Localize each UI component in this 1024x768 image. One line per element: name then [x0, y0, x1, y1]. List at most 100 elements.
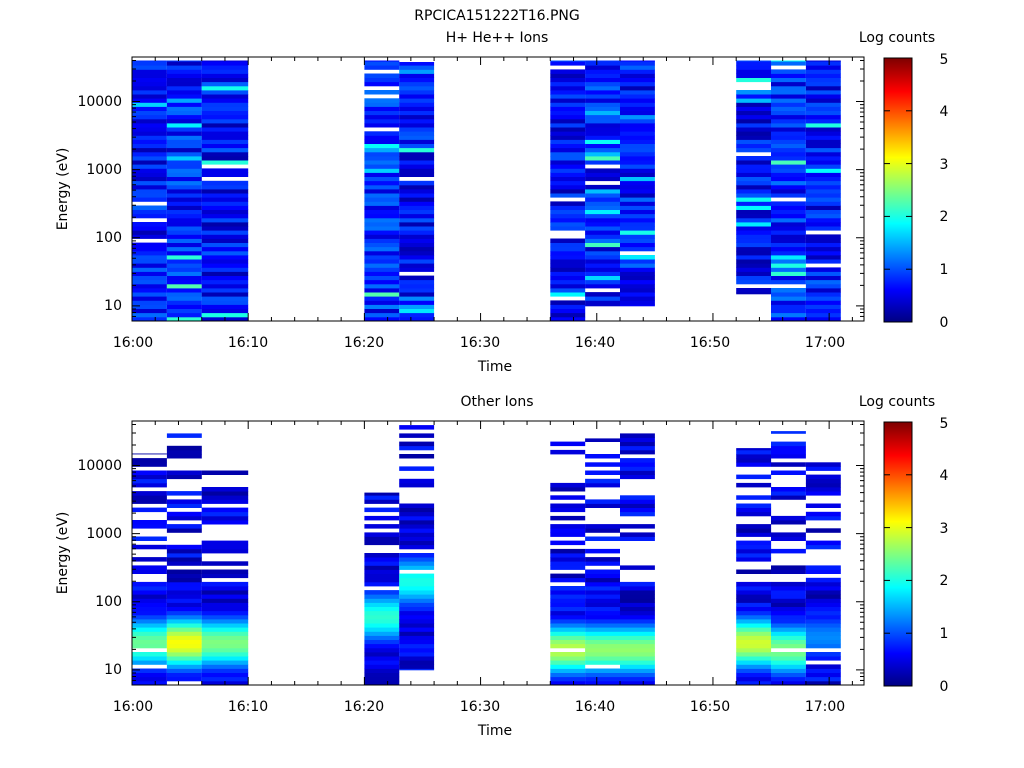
panel-h-he-ions: H+ He++ Ions Energy (eV) Time Log counts… [55, 30, 949, 375]
heatmap-cell [399, 660, 435, 665]
colorbar-step [884, 318, 912, 321]
heatmap-cell [771, 445, 806, 451]
colorbar-step [884, 248, 912, 251]
heatmap-cell [364, 672, 400, 678]
heatmap-cell [399, 123, 435, 128]
heatmap-cell [364, 553, 400, 558]
heatmap-cell [620, 127, 655, 132]
heatmap-cell [620, 226, 655, 231]
heatmap-cell [585, 279, 620, 285]
heatmap-cell [620, 90, 655, 95]
heatmap-cell [550, 561, 586, 566]
heatmap-cell [620, 114, 655, 120]
heatmap-cell [364, 118, 400, 124]
heatmap-cell [736, 553, 772, 558]
heatmap-cell [585, 271, 620, 276]
heatmap-cell [550, 553, 586, 558]
heatmap-cell [132, 180, 167, 186]
heatmap-cell [805, 606, 841, 612]
heatmap-cell [399, 296, 435, 301]
heatmap-cell [736, 193, 772, 198]
heatmap-cell [364, 495, 400, 500]
colorbar-step [884, 168, 912, 171]
colorbar-step [884, 202, 912, 205]
heatmap-cell [132, 213, 167, 219]
heatmap-cells [132, 425, 841, 686]
colorbar-step [884, 588, 912, 591]
colorbar-step [884, 316, 912, 319]
heatmap-cell [132, 610, 167, 616]
colorbar-step [884, 272, 912, 275]
heatmap-cell [585, 524, 620, 529]
heatmap-cell [771, 61, 806, 66]
y-tick-label: 10000 [77, 94, 122, 110]
colorbar-step [884, 502, 912, 505]
heatmap-cell [550, 316, 586, 322]
colorbar-step [884, 296, 912, 299]
heatmap-cell [399, 610, 435, 616]
heatmap-cell [550, 271, 586, 276]
heatmap-cell [132, 131, 167, 136]
colorbar-frame [883, 57, 913, 323]
heatmap-cell [736, 639, 772, 645]
heatmap-cell [620, 147, 655, 153]
heatmap-cell [166, 524, 202, 529]
heatmap-cell [771, 515, 806, 521]
heatmap-cell [736, 288, 772, 293]
colorbar-step [884, 256, 912, 259]
colorbar-step [884, 516, 912, 519]
heatmap-cell [364, 73, 400, 78]
heatmap-cell [771, 60, 806, 62]
colorbar-step [884, 118, 912, 121]
heatmap-cell [585, 176, 620, 182]
heatmap-cell [399, 561, 435, 566]
heatmap-cell [550, 73, 586, 78]
colorbar-step [884, 618, 912, 621]
colorbar-step [884, 186, 912, 189]
colorbar-step [884, 656, 912, 659]
heatmap-cell [620, 643, 655, 649]
heatmap-cell [364, 242, 400, 248]
heatmap-cell [805, 127, 841, 132]
heatmap-cell [585, 623, 620, 628]
colorbar-step [884, 500, 912, 503]
heatmap-cell [201, 491, 249, 496]
heatmap-cell [364, 60, 400, 62]
heatmap-cell [166, 267, 202, 272]
colorbar-step [884, 230, 912, 233]
heatmap-cell [166, 635, 202, 640]
heatmap-cell [805, 586, 841, 591]
heatmap-cell [201, 114, 249, 120]
heatmap-cell [585, 168, 620, 173]
heatmap-cell [364, 259, 400, 264]
heatmap-cell [399, 62, 435, 66]
heatmap-cell [201, 581, 249, 587]
heatmap-cell [550, 189, 586, 194]
heatmap-cell [620, 259, 655, 264]
heatmap-cell [805, 267, 841, 272]
heatmap-cell [201, 102, 249, 107]
heatmap-cell [550, 85, 586, 91]
y-tick-label: 10 [104, 662, 122, 678]
heatmap-cell [399, 259, 435, 264]
colorbar-step [884, 622, 912, 625]
heatmap-cell [201, 308, 249, 314]
heatmap-cell [364, 536, 400, 541]
heatmap-cell [771, 123, 806, 128]
heatmap-cell [805, 312, 841, 318]
colorbar-step [884, 198, 912, 201]
heatmap-cell [132, 184, 167, 190]
heatmap-cell [585, 172, 620, 177]
heatmap-cell [364, 680, 400, 686]
colorbar-step [884, 452, 912, 455]
heatmap-cell [620, 462, 655, 467]
heatmap-cell [550, 557, 586, 562]
heatmap-cell [771, 217, 806, 223]
heatmap-cell [771, 242, 806, 248]
colorbar-step [884, 160, 912, 163]
heatmap-cell [805, 602, 841, 607]
heatmap-cell [364, 656, 400, 661]
heatmap-cell [771, 180, 806, 186]
colorbar-step [884, 84, 912, 87]
heatmap-cell [399, 85, 435, 91]
